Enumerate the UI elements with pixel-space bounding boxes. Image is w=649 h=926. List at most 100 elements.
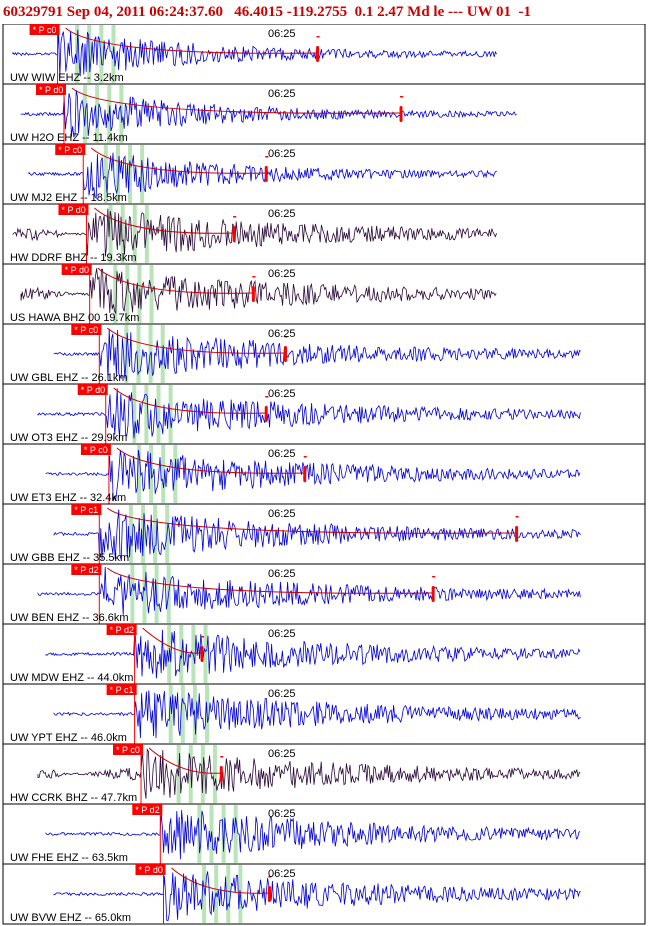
coda-end-marker bbox=[219, 766, 223, 782]
time-tick bbox=[226, 865, 231, 923]
time-tick bbox=[144, 205, 149, 263]
time-tick bbox=[142, 565, 147, 623]
coda-end-marker bbox=[267, 886, 271, 902]
coda-curve bbox=[65, 27, 318, 54]
time-tick bbox=[136, 325, 141, 383]
panel-frame bbox=[2, 743, 646, 805]
station-panel: * P d0 06:25 UW OT3 EHZ -- 29.9km bbox=[2, 383, 646, 445]
time-tick bbox=[130, 565, 135, 623]
waveform-trace bbox=[28, 152, 498, 200]
time-tick bbox=[99, 25, 104, 83]
pick-box bbox=[58, 204, 89, 215]
pick-box bbox=[113, 744, 144, 755]
station-label: UW BVW EHZ -- 65.0km bbox=[10, 912, 131, 924]
coda-end-dash bbox=[265, 156, 269, 158]
pick-label: * P c0 bbox=[116, 745, 140, 755]
coda-end-marker bbox=[515, 526, 519, 542]
waveform-trace bbox=[12, 208, 497, 257]
time-label: 06:25 bbox=[268, 688, 296, 700]
panel-frame bbox=[2, 263, 646, 325]
time-label: 06:25 bbox=[268, 88, 296, 100]
coda-end-marker bbox=[264, 166, 268, 182]
time-label: 06:25 bbox=[268, 568, 296, 580]
event-header: 60329791 Sep 04, 2011 06:24:37.60 46.401… bbox=[0, 0, 649, 24]
time-tick bbox=[179, 625, 184, 683]
time-tick bbox=[132, 205, 137, 263]
waveform-trace bbox=[37, 566, 581, 615]
time-tick bbox=[132, 385, 137, 443]
time-tick bbox=[202, 865, 207, 923]
time-tick bbox=[125, 265, 130, 323]
station-panel: * P d2 06:25 UW MDW EHZ -- 44.0km bbox=[2, 623, 646, 685]
coda-end-dash bbox=[432, 576, 436, 578]
pick-label: * P c1 bbox=[110, 685, 134, 695]
waveform-trace bbox=[53, 329, 581, 381]
coda-end-dash bbox=[284, 336, 288, 338]
coda-end-dash bbox=[316, 36, 320, 38]
time-tick bbox=[108, 205, 113, 263]
time-label: 06:25 bbox=[268, 268, 296, 280]
panel-frame bbox=[2, 563, 646, 625]
waveform-trace bbox=[37, 388, 581, 439]
coda-end-dash bbox=[515, 516, 519, 518]
time-tick bbox=[168, 685, 173, 743]
time-tick bbox=[95, 85, 100, 143]
pick-box bbox=[71, 324, 102, 335]
coda-curve bbox=[116, 447, 305, 474]
time-label: 06:25 bbox=[268, 808, 296, 820]
panel-frame bbox=[2, 503, 646, 565]
station-label: UW YPT EHZ -- 46.0km bbox=[10, 732, 127, 744]
panel-frame bbox=[2, 803, 646, 865]
time-tick bbox=[128, 505, 133, 563]
waveform-trace bbox=[53, 871, 581, 922]
station-panel: * P c0 06:25 UW ET3 EHZ -- 32.4km bbox=[2, 443, 646, 505]
coda-end-dash bbox=[265, 396, 269, 398]
coda-curve bbox=[90, 147, 267, 174]
time-label: 06:25 bbox=[268, 448, 296, 460]
pick-box bbox=[135, 864, 166, 875]
pick-box bbox=[77, 384, 108, 395]
coda-curve bbox=[148, 747, 222, 774]
time-tick bbox=[168, 385, 173, 443]
coda-end-marker bbox=[251, 286, 255, 302]
coda-end-marker bbox=[264, 406, 268, 422]
time-label: 06:25 bbox=[268, 208, 296, 220]
coda-curve bbox=[71, 87, 402, 114]
station-label: UW H2O EHZ -- 11.4km bbox=[10, 132, 128, 144]
pick-label: * P d2 bbox=[135, 805, 159, 815]
pick-label: * P d0 bbox=[81, 385, 105, 395]
station-label: UW GBL EHZ -- 26.1km bbox=[10, 372, 128, 384]
station-label: HW DDRF BHZ -- 19.3km bbox=[10, 252, 137, 264]
waveform-trace bbox=[12, 29, 497, 78]
time-tick bbox=[141, 505, 145, 563]
time-label: 06:25 bbox=[268, 28, 296, 40]
coda-end-marker bbox=[316, 46, 320, 62]
pick-label: * P d0 bbox=[65, 265, 89, 275]
coda-curve bbox=[106, 507, 517, 534]
station-label: UW FHE EHZ -- 63.5km bbox=[10, 852, 128, 864]
time-label: 06:25 bbox=[268, 148, 296, 160]
station-label: UW BEN EHZ -- 36.6km bbox=[10, 612, 129, 624]
coda-curve bbox=[97, 267, 254, 294]
time-tick bbox=[161, 445, 166, 503]
waveform-trace bbox=[45, 449, 581, 502]
pick-label: * P c0 bbox=[84, 445, 108, 455]
panel-frame bbox=[2, 143, 646, 205]
station-label: UW MJ2 EHZ -- 18.5km bbox=[10, 192, 127, 204]
time-tick bbox=[233, 805, 238, 863]
station-panel: * P d0 06:25 HW DDRF BHZ -- 19.3km bbox=[2, 203, 646, 265]
time-tick bbox=[197, 805, 202, 863]
station-panel: * P d0 06:25 US HAWA BHZ 00 19.7km bbox=[2, 263, 646, 325]
station-label: HW CCRK BHZ -- 47.7km bbox=[10, 792, 137, 804]
time-label: 06:25 bbox=[268, 748, 296, 760]
pick-label: * P d2 bbox=[110, 625, 134, 635]
time-tick bbox=[149, 265, 154, 323]
time-tick bbox=[221, 805, 226, 863]
station-label: US HAWA BHZ 00 19.7km bbox=[10, 312, 139, 324]
station-panel: * P c0 06:25 UW GBL EHZ -- 26.1km bbox=[2, 323, 646, 385]
time-tick bbox=[120, 205, 125, 263]
station-panel: * P d2 06:25 UW FHE EHZ -- 63.5km bbox=[2, 803, 646, 865]
coda-curve bbox=[113, 387, 267, 414]
waveform-trace bbox=[37, 748, 581, 799]
